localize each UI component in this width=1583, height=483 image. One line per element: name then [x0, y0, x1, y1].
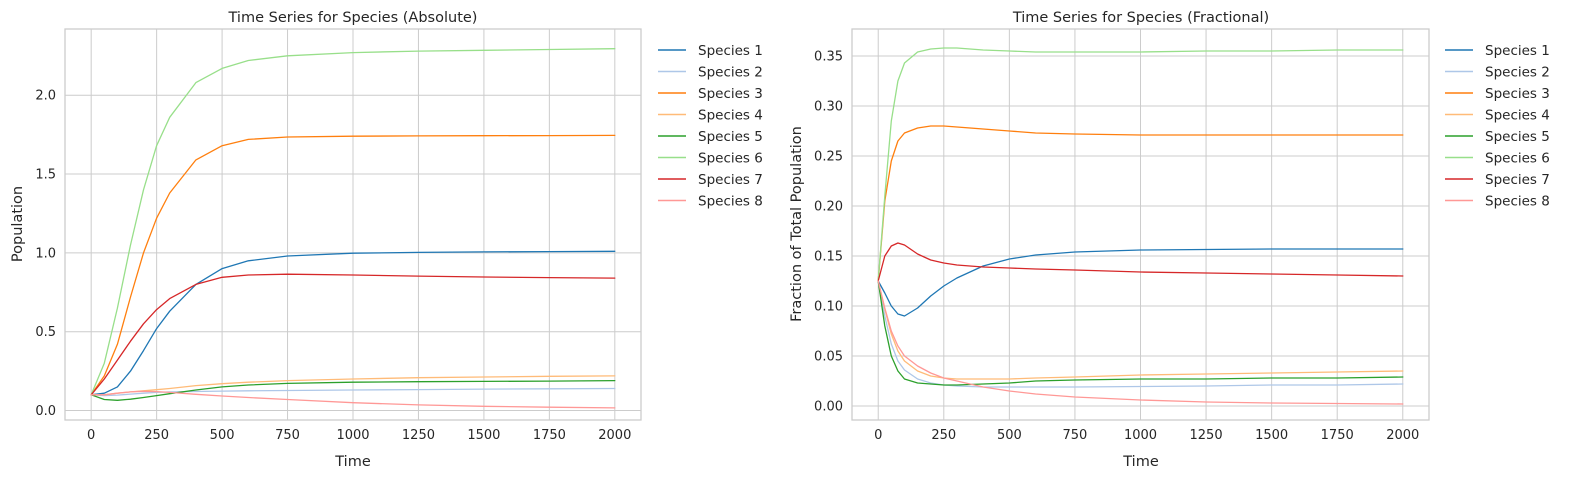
y-axis-label-fractional: Fraction of Total Population — [789, 126, 805, 322]
legend-label: Species 8 — [1485, 194, 1550, 210]
x-tick-label: 1750 — [533, 428, 566, 443]
legend-label: Species 7 — [1485, 172, 1550, 188]
series-line-2 — [877, 280, 1404, 388]
plot-frame-fractional — [851, 28, 1430, 421]
y-tick-label: 0.25 — [814, 150, 843, 165]
series-line-7 — [877, 242, 1404, 282]
y-tick-label: 0.15 — [814, 250, 843, 265]
y-tick-label: 0.5 — [35, 325, 56, 340]
legend-label: Species 5 — [698, 129, 763, 145]
chart-fractional: Time Series for Species (Fractional) Tim… — [789, 10, 1550, 470]
legend-label: Species 3 — [1485, 86, 1550, 102]
y-tick-label: 0.05 — [814, 350, 843, 365]
y-tick-label: 0.10 — [814, 300, 843, 315]
plot-frame-absolute — [64, 28, 642, 421]
x-tick-label: 500 — [997, 428, 1022, 443]
y-ticks-fractional: 0.00 0.05 0.10 0.15 0.20 0.25 0.30 0.35 — [814, 50, 843, 415]
legend-fractional: Species 1 Species 2 Species 3 Species 4 Spec… — [1445, 43, 1550, 210]
y-tick-label: 1.5 — [35, 168, 56, 183]
y-tick-label: 2.0 — [35, 89, 56, 104]
x-tick-label: 250 — [144, 428, 169, 443]
legend-label: Species 1 — [698, 43, 763, 59]
x-ticks-fractional: 0 250 500 750 1000 1250 1500 1750 2000 — [874, 428, 1419, 443]
y-tick-label: 0.35 — [814, 50, 843, 65]
y-tick-label: 0.30 — [814, 100, 843, 115]
x-tick-label: 1000 — [336, 428, 369, 443]
x-tick-label: 750 — [1063, 428, 1088, 443]
series-line-8 — [877, 280, 1404, 405]
series-lines-absolute — [90, 48, 616, 409]
legend-label: Species 2 — [698, 65, 763, 81]
legend-label: Species 4 — [698, 108, 763, 124]
x-axis-label-absolute: Time — [334, 454, 371, 470]
x-tick-label: 1250 — [1190, 428, 1223, 443]
legend-label: Species 4 — [1485, 108, 1550, 124]
x-tick-label: 250 — [931, 428, 956, 443]
legend-label: Species 3 — [698, 86, 763, 102]
series-line-3 — [90, 134, 616, 396]
series-line-4 — [877, 280, 1404, 380]
y-axis-label-absolute: Population — [10, 186, 26, 262]
y-tick-label: 1.0 — [35, 246, 56, 261]
chart-title-fractional: Time Series for Species (Fractional) — [1012, 10, 1269, 26]
legend-label: Species 6 — [698, 151, 763, 167]
x-tick-label: 750 — [275, 428, 300, 443]
x-tick-label: 2000 — [598, 428, 631, 443]
y-tick-label: 0.20 — [814, 200, 843, 215]
y-tick-label: 0.00 — [814, 400, 843, 415]
x-ticks-absolute: 0 250 500 750 1000 1250 1500 1750 2000 — [87, 428, 631, 443]
x-tick-label: 0 — [87, 428, 95, 443]
series-line-7 — [90, 273, 616, 396]
y-tick-label: 0.0 — [35, 404, 56, 419]
series-lines-fractional — [877, 47, 1404, 405]
x-tick-label: 2000 — [1386, 428, 1419, 443]
chart-absolute: Time Series for Species (Absolute) Time … — [10, 10, 763, 470]
series-line-8 — [90, 390, 616, 409]
grid-fractional — [852, 29, 1429, 420]
series-line-6 — [90, 48, 616, 396]
legend-label: Species 5 — [1485, 129, 1550, 145]
series-line-1 — [90, 250, 616, 396]
legend-label: Species 2 — [1485, 65, 1550, 81]
legend-label: Species 6 — [1485, 151, 1550, 167]
series-line-3 — [877, 125, 1404, 282]
x-tick-label: 1250 — [402, 428, 435, 443]
x-tick-label: 1000 — [1124, 428, 1157, 443]
series-line-1 — [877, 248, 1404, 317]
y-ticks-absolute: 0.0 0.5 1.0 1.5 2.0 — [35, 89, 56, 419]
x-tick-label: 1750 — [1321, 428, 1354, 443]
series-line-5 — [90, 379, 616, 401]
x-tick-label: 1500 — [1255, 428, 1288, 443]
x-tick-label: 1500 — [467, 428, 500, 443]
x-axis-label-fractional: Time — [1122, 454, 1159, 470]
legend-label: Species 8 — [698, 194, 763, 210]
legend-label: Species 7 — [698, 172, 763, 188]
grid-absolute — [65, 29, 641, 420]
x-tick-label: 0 — [874, 428, 882, 443]
x-tick-label: 500 — [210, 428, 235, 443]
series-line-2 — [90, 387, 616, 397]
legend-label: Species 1 — [1485, 43, 1550, 59]
legend-absolute: Species 1 Species 2 Species 3 Species 4 Spec… — [658, 43, 763, 210]
series-line-6 — [877, 47, 1404, 282]
chart-title-absolute: Time Series for Species (Absolute) — [228, 10, 478, 26]
